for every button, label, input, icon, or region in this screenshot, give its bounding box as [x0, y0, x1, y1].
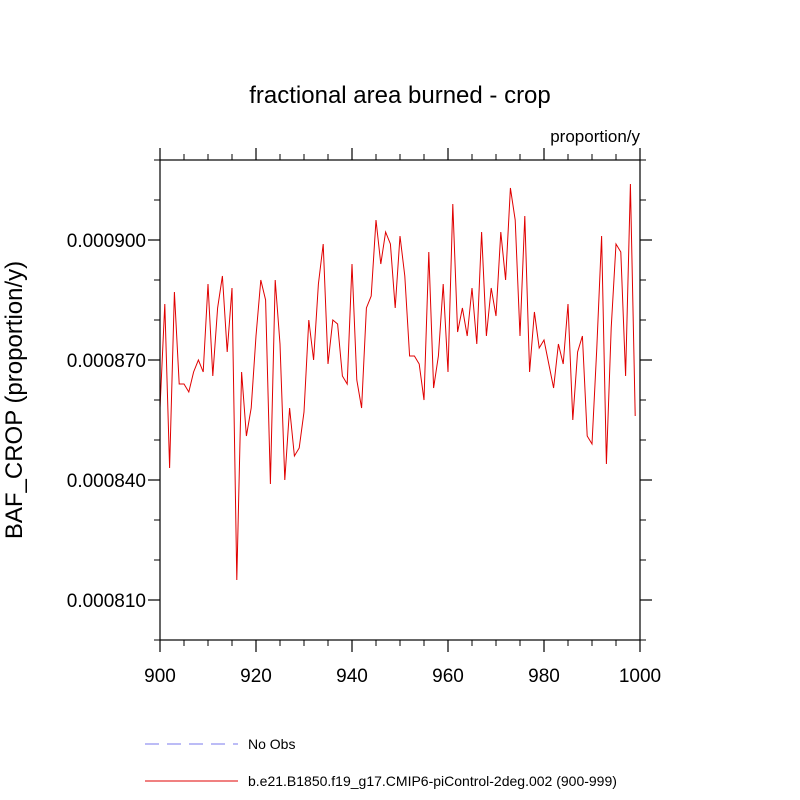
x-tick-label: 900: [144, 666, 176, 687]
units-label: proportion/y: [550, 127, 640, 146]
series-layer: [160, 183, 636, 581]
x-tick-label: 940: [336, 666, 368, 687]
x-tick-label: 980: [528, 666, 560, 687]
legend-label-model-run: b.e21.B1850.f19_g17.CMIP6-piControl-2deg…: [248, 773, 617, 789]
x-tick-label: 1000: [619, 666, 661, 687]
y-tick-label: 0.000900: [67, 231, 146, 252]
chart-title: fractional area burned - crop: [249, 82, 551, 109]
axis-tick-labels: 900 920 940 960 980 1000 0.000810 0.000840 0.000…: [67, 231, 661, 687]
y-tick-label: 0.000840: [67, 471, 146, 492]
x-tick-label: 920: [240, 666, 272, 687]
x-tick-label: 960: [432, 666, 464, 687]
axis-ticks: [148, 148, 652, 652]
y-tick-label: 0.000870: [67, 351, 146, 372]
y-tick-label: 0.000810: [67, 591, 146, 612]
legend: No Obs b.e21.B1850.f19_g17.CMIP6-piContr…: [145, 736, 617, 789]
plot-frame: [159, 159, 641, 641]
legend-label-no-obs: No Obs: [248, 736, 295, 752]
y-axis-label: BAF_CROP (proportion/y): [1, 261, 28, 539]
series-line-0: [160, 183, 636, 581]
